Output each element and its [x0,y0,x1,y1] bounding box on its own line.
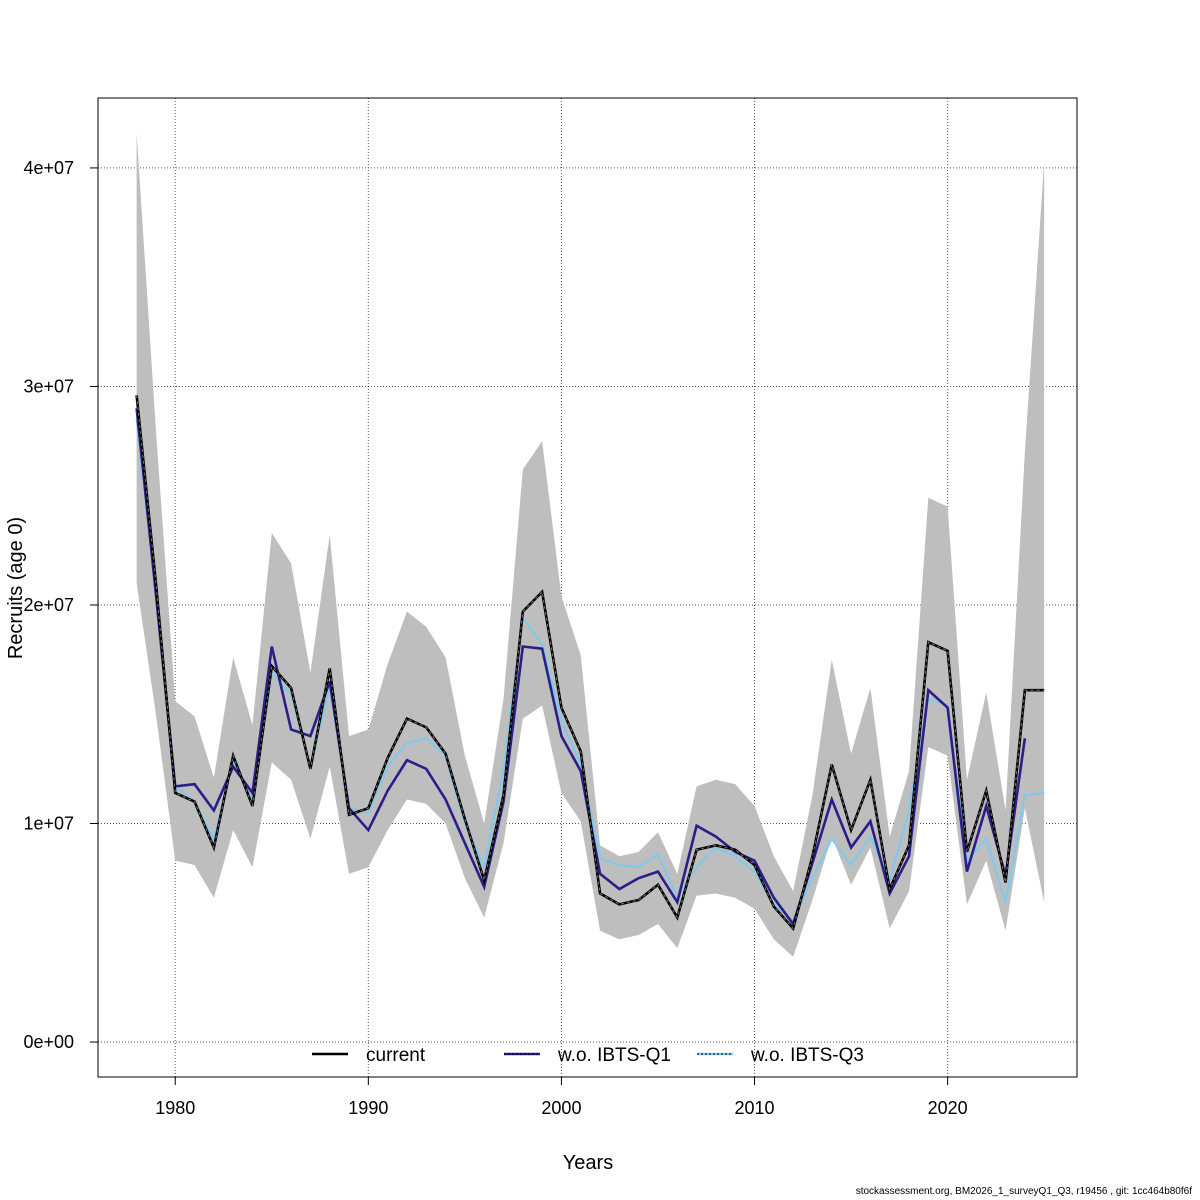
legend-item-w-o-ibts-q3: w.o. IBTS-Q3 [697,1045,864,1066]
footer-note: stockassessment.org, BM2026_1_surveyQ1_Q… [855,1186,1192,1197]
y-axis-label: Recruits (age 0) [5,517,27,659]
legend-label: w.o. IBTS-Q1 [557,1045,671,1066]
confidence-band-area [136,132,1045,957]
x-tick-label: 1980 [155,1098,195,1118]
x-axis-label: Years [563,1152,613,1174]
x-tick-label: 2020 [928,1098,968,1118]
plot-frame [97,97,1078,1078]
y-tick-label: 0e+00 [23,1032,74,1052]
y-axis: 0e+00 1e+07 2e+07 3e+07 4e+07 [23,158,98,1052]
confidence-band [136,132,1045,957]
x-axis: 1980 1990 2000 2010 2020 [155,1077,968,1118]
y-tick-label: 1e+07 [23,814,74,834]
y-tick-label: 3e+07 [23,376,74,396]
x-tick-label: 2000 [541,1098,581,1118]
x-tick-label: 2010 [735,1098,775,1118]
y-tick-label: 4e+07 [23,158,74,178]
legend-item-current: current [312,1045,426,1066]
series-lines [135,395,1045,932]
y-tick-label: 2e+07 [23,595,74,615]
legend: current w.o. IBTS-Q1 w.o. IBTS-Q3 [312,1045,864,1066]
legend-label: current [366,1045,426,1066]
legend-label: w.o. IBTS-Q3 [750,1045,864,1066]
legend-item-w-o-ibts-q1: w.o. IBTS-Q1 [504,1045,671,1066]
series-line-w-o-ibts-q3 [135,419,1045,924]
series-line-current-dash [136,395,1045,930]
x-tick-label: 1990 [348,1098,388,1118]
series-line-w-o-ibts-q1 [135,408,1027,927]
